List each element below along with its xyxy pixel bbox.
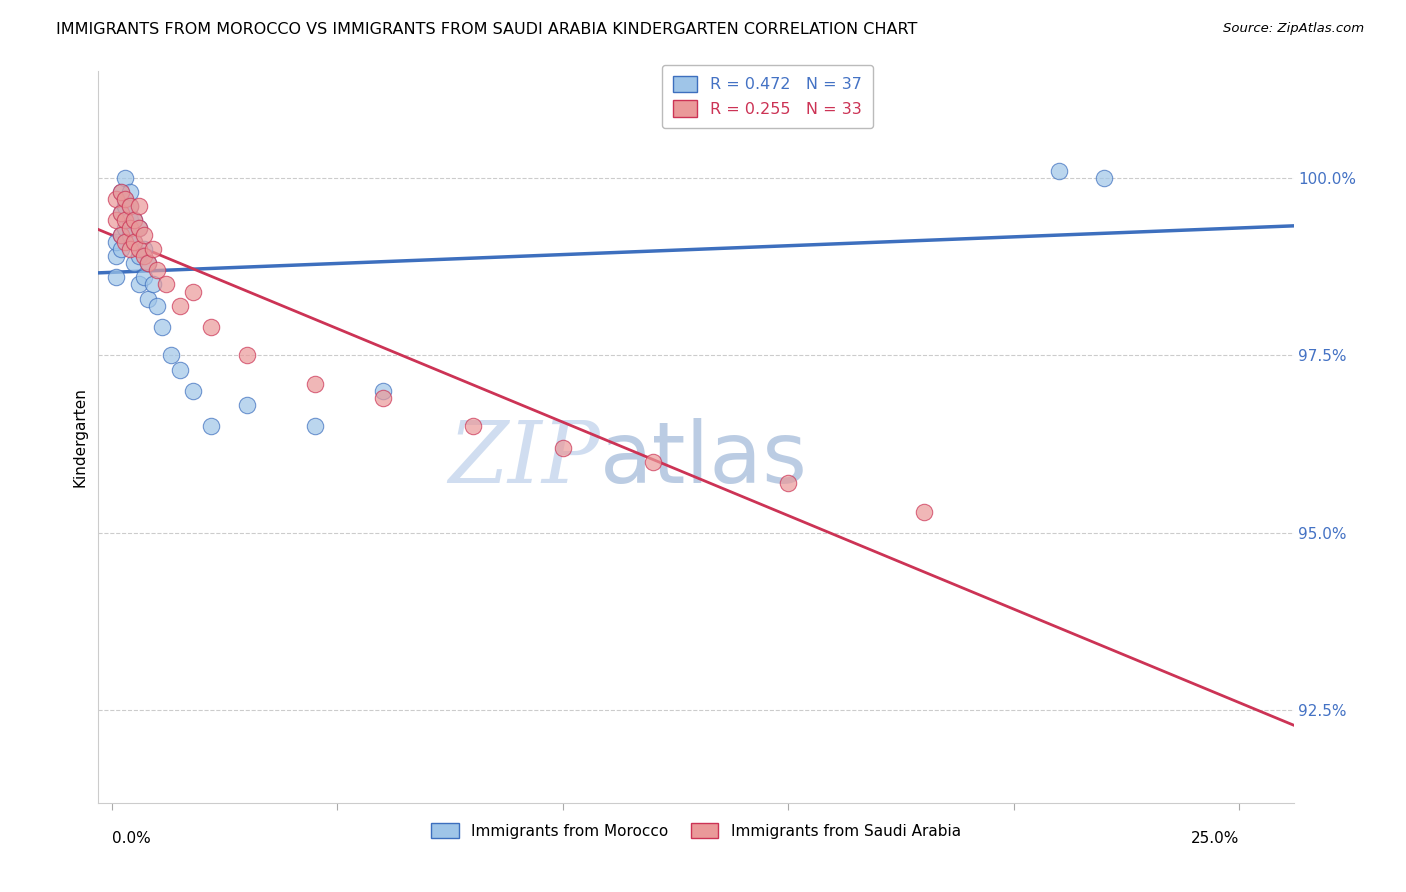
Point — [304, 419, 326, 434]
Point — [124, 256, 146, 270]
Text: 25.0%: 25.0% — [1191, 831, 1240, 847]
Text: 0.0%: 0.0% — [112, 831, 150, 847]
Point — [114, 213, 136, 227]
Point — [110, 227, 132, 242]
Point — [128, 277, 150, 292]
Point — [141, 242, 163, 256]
Point — [643, 455, 665, 469]
Point — [1047, 163, 1070, 178]
Point — [132, 270, 155, 285]
Point — [128, 220, 150, 235]
Point — [236, 398, 259, 412]
Point — [114, 192, 136, 206]
Point — [132, 242, 155, 256]
Point — [778, 476, 800, 491]
Point — [105, 249, 128, 263]
Point — [118, 185, 141, 199]
Point — [114, 192, 136, 206]
Point — [114, 170, 136, 185]
Point — [146, 263, 169, 277]
Point — [200, 320, 222, 334]
Point — [371, 384, 394, 398]
Y-axis label: Kindergarten: Kindergarten — [72, 387, 87, 487]
Point — [128, 242, 150, 256]
Point — [105, 235, 128, 249]
Point — [150, 320, 173, 334]
Text: IMMIGRANTS FROM MOROCCO VS IMMIGRANTS FROM SAUDI ARABIA KINDERGARTEN CORRELATION: IMMIGRANTS FROM MOROCCO VS IMMIGRANTS FR… — [56, 22, 918, 37]
Point — [124, 213, 146, 227]
Point — [159, 348, 181, 362]
Point — [118, 199, 141, 213]
Point — [128, 249, 150, 263]
Point — [110, 227, 132, 242]
Point — [169, 362, 191, 376]
Point — [110, 242, 132, 256]
Point — [128, 220, 150, 235]
Point — [551, 441, 574, 455]
Point — [304, 376, 326, 391]
Point — [1092, 170, 1115, 185]
Point — [181, 285, 204, 299]
Point — [118, 213, 141, 227]
Point — [110, 185, 132, 199]
Point — [155, 277, 177, 292]
Point — [118, 199, 141, 213]
Point — [141, 277, 163, 292]
Text: atlas: atlas — [600, 417, 808, 500]
Point — [236, 348, 259, 362]
Point — [132, 227, 155, 242]
Point — [105, 192, 128, 206]
Point — [114, 220, 136, 235]
Point — [114, 199, 136, 213]
Point — [118, 220, 141, 235]
Point — [128, 199, 150, 213]
Legend: Immigrants from Morocco, Immigrants from Saudi Arabia: Immigrants from Morocco, Immigrants from… — [423, 815, 969, 847]
Point — [105, 270, 128, 285]
Point — [146, 299, 169, 313]
Point — [114, 235, 136, 249]
Text: ZIP: ZIP — [449, 417, 600, 500]
Point — [169, 299, 191, 313]
Point — [118, 242, 141, 256]
Point — [461, 419, 484, 434]
Point — [105, 213, 128, 227]
Point — [132, 249, 155, 263]
Point — [110, 206, 132, 220]
Point — [124, 235, 146, 249]
Point — [136, 292, 159, 306]
Point — [912, 505, 935, 519]
Point — [371, 391, 394, 405]
Text: Source: ZipAtlas.com: Source: ZipAtlas.com — [1223, 22, 1364, 36]
Point — [136, 256, 159, 270]
Point — [110, 206, 132, 220]
Point — [136, 256, 159, 270]
Point — [124, 235, 146, 249]
Point — [124, 213, 146, 227]
Point — [118, 227, 141, 242]
Point — [181, 384, 204, 398]
Point — [110, 185, 132, 199]
Point — [200, 419, 222, 434]
